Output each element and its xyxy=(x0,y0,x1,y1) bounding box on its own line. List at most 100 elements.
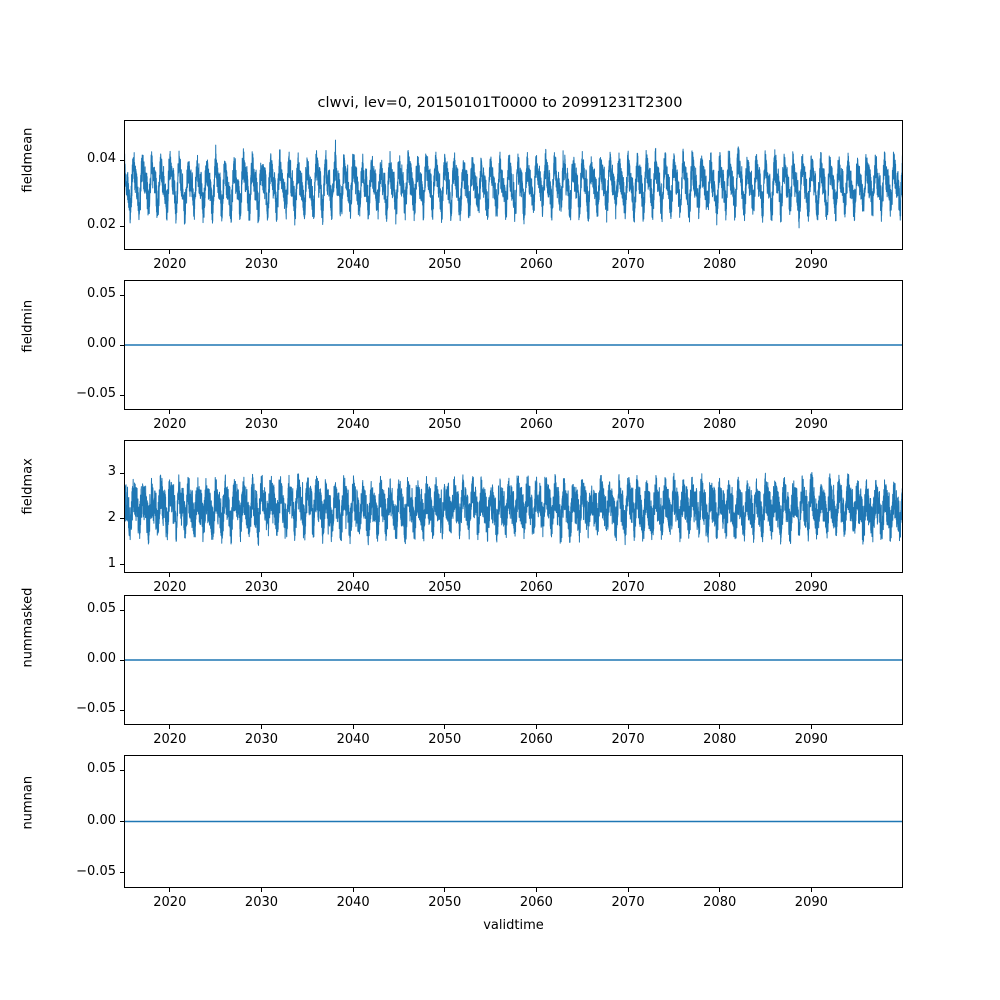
ytick-label: 0.00 xyxy=(87,812,116,828)
ytick-mark xyxy=(120,821,124,823)
xlabel: validtime xyxy=(483,918,544,933)
ytick-label: 0.05 xyxy=(87,286,116,301)
xtick-mark xyxy=(444,410,446,414)
xtick-mark xyxy=(169,888,171,892)
xtick-mark xyxy=(444,250,446,254)
ytick-label: 0.00 xyxy=(87,651,116,666)
xtick-mark xyxy=(627,888,629,892)
ytick-mark xyxy=(120,225,124,227)
xtick-label: 2070 xyxy=(611,257,645,272)
plot-area-nummasked xyxy=(124,595,903,725)
ylabel-numnan: numnan xyxy=(20,775,36,829)
xtick-label: 2080 xyxy=(703,732,737,747)
xtick-mark xyxy=(260,573,263,577)
xtick-label: 2080 xyxy=(703,417,737,432)
xtick-mark xyxy=(444,888,446,892)
ytick-label: 0.05 xyxy=(87,761,116,777)
xtick-mark xyxy=(352,410,354,414)
xtick-mark xyxy=(719,573,721,577)
ytick-mark xyxy=(120,294,124,296)
xtick-mark xyxy=(810,888,812,892)
xtick-mark xyxy=(169,573,171,577)
xtick-label: 2020 xyxy=(153,732,187,747)
xtick-label: 2070 xyxy=(611,417,645,432)
xtick-label: 2060 xyxy=(519,732,553,747)
xtick-mark xyxy=(352,725,354,729)
xtick-label: 2040 xyxy=(336,257,370,272)
xtick-mark xyxy=(627,725,629,729)
xtick-label: 2080 xyxy=(703,580,737,595)
ytick-label: 3 xyxy=(107,464,116,480)
xtick-label: 2050 xyxy=(428,257,462,272)
xtick-label: 2030 xyxy=(244,417,279,432)
plot-panel-nummasked xyxy=(124,595,903,725)
ytick-label: 0.02 xyxy=(87,217,116,233)
xtick-label: 2050 xyxy=(428,732,462,747)
xtick-label: 2060 xyxy=(519,257,553,272)
xtick-mark xyxy=(627,410,629,414)
ytick-mark xyxy=(120,709,124,711)
xtick-label: 2090 xyxy=(794,895,828,910)
ytick-mark xyxy=(120,872,124,874)
xtick-mark xyxy=(719,250,721,254)
ytick-mark xyxy=(120,564,124,566)
xtick-mark xyxy=(444,725,446,729)
xtick-label: 2030 xyxy=(244,257,279,272)
xtick-label: 2070 xyxy=(611,732,645,747)
ylabel-fieldmin: fieldmin xyxy=(20,299,36,353)
xtick-label: 2020 xyxy=(153,580,187,595)
plot-panel-numnan xyxy=(124,755,903,888)
xtick-mark xyxy=(535,410,537,414)
plot-area-numnan xyxy=(124,755,903,888)
plot-panel-fieldmin xyxy=(124,280,903,410)
xtick-label: 2090 xyxy=(794,732,828,747)
xtick-label: 2090 xyxy=(794,580,828,595)
xtick-label: 2030 xyxy=(244,895,279,910)
ytick-label: −0.05 xyxy=(76,701,116,716)
xtick-mark xyxy=(810,410,812,414)
plot-panel-fieldmax xyxy=(124,440,903,573)
xtick-mark xyxy=(535,725,537,729)
xtick-label: 2060 xyxy=(519,580,553,595)
ylabel-nummasked: nummasked xyxy=(20,587,36,668)
xtick-label: 2040 xyxy=(336,732,370,747)
xtick-mark xyxy=(535,250,537,254)
ytick-label: 0.00 xyxy=(87,336,116,351)
xtick-mark xyxy=(627,250,629,254)
xtick-label: 2040 xyxy=(336,580,370,595)
xtick-mark xyxy=(810,250,812,254)
figure-title: clwvi, lev=0, 20150101T0000 to 20991231T… xyxy=(317,95,683,111)
xtick-label: 2030 xyxy=(244,580,279,595)
xtick-mark xyxy=(169,725,171,729)
xtick-mark xyxy=(260,888,263,892)
ytick-label: 1 xyxy=(107,555,116,571)
plot-area-fieldmean xyxy=(124,120,903,250)
xtick-mark xyxy=(444,573,446,577)
xtick-mark xyxy=(535,888,537,892)
xtick-mark xyxy=(352,573,354,577)
xtick-mark xyxy=(810,725,812,729)
xtick-mark xyxy=(169,250,171,254)
xtick-label: 2060 xyxy=(519,417,553,432)
xtick-mark xyxy=(627,573,629,577)
ytick-mark xyxy=(120,394,124,396)
xtick-mark xyxy=(719,888,721,892)
plot-area-fieldmin xyxy=(124,280,903,410)
xtick-label: 2040 xyxy=(336,895,370,910)
ytick-mark xyxy=(120,659,124,661)
plot-panel-fieldmean xyxy=(124,120,903,250)
xtick-label: 2050 xyxy=(428,895,462,910)
ytick-label: −0.05 xyxy=(76,863,116,879)
ytick-mark xyxy=(120,472,124,474)
ylabel-fieldmax: fieldmax xyxy=(20,457,36,514)
xtick-mark xyxy=(352,888,354,892)
xtick-label: 2070 xyxy=(611,580,645,595)
ytick-mark xyxy=(120,159,124,161)
xtick-label: 2020 xyxy=(153,257,187,272)
plot-area-fieldmax xyxy=(124,440,903,573)
xtick-label: 2030 xyxy=(244,732,279,747)
ytick-label: 0.05 xyxy=(87,601,116,616)
xtick-mark xyxy=(810,573,812,577)
xtick-mark xyxy=(535,573,537,577)
